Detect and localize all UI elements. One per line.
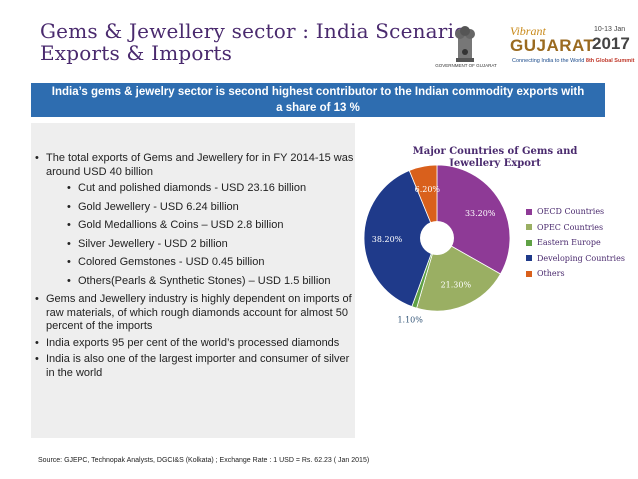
pie-data-label: 33.20% xyxy=(465,209,496,218)
vibrant-gujarat-logo: Vibrant GUJARAT 10-13 Jan 2017 Connectin… xyxy=(508,24,634,74)
legend-swatch xyxy=(526,224,532,231)
sub-bullet-item: Colored Gemstones - USD 0.45 billion xyxy=(34,256,354,270)
banner-text: India’s gems & jewelry sector is second … xyxy=(51,86,585,114)
pie-data-label: 6.20% xyxy=(415,185,441,194)
legend-item: Developing Countries xyxy=(526,251,625,267)
government-emblem-icon xyxy=(455,26,475,62)
vg-vibrant-text: Vibrant xyxy=(510,24,546,38)
sub-bullet-item: Cut and polished diamonds - USD 23.16 bi… xyxy=(34,182,354,196)
source-note: Source: GJEPC, Technopak Analysts, DGCI&… xyxy=(38,457,370,464)
bullet-item: India exports 95 per cent of the world’s… xyxy=(34,337,354,351)
pie-slice-eastern-europe xyxy=(411,237,438,309)
legend-swatch xyxy=(526,270,532,277)
bullet-list: The total exports of Gems and Jewellery … xyxy=(34,152,354,383)
legend-item: OECD Countries xyxy=(526,204,625,220)
legend-label: Others xyxy=(537,269,565,279)
legend-label: OECD Countries xyxy=(537,207,605,217)
legend-item: OPEC Countries xyxy=(526,220,625,236)
sub-bullet-item: Others(Pearls & Synthetic Stones) – USD … xyxy=(34,275,354,289)
highlight-banner: India’s gems & jewelry sector is second … xyxy=(31,83,605,117)
emblem-caption: GOVERNMENT OF GUJARAT xyxy=(435,63,497,68)
legend-item: Eastern Europe xyxy=(526,235,625,251)
chart-legend: OECD Countries OPEC Countries Eastern Euro… xyxy=(526,204,625,282)
bullet-item: Gems and Jewellery industry is highly de… xyxy=(34,293,354,334)
bullet-ul: The total exports of Gems and Jewellery … xyxy=(34,152,354,380)
vg-tagline-text: Connecting India to the World xyxy=(512,58,585,64)
legend-label: OPEC Countries xyxy=(537,222,604,232)
pie-center-hole xyxy=(420,221,454,255)
legend-item: Others xyxy=(526,266,625,282)
vg-tagline: Connecting India to the World 8th Global… xyxy=(512,58,634,64)
pie-data-label: 38.20% xyxy=(372,235,403,244)
vg-year: 2017 xyxy=(592,34,630,53)
legend-label: Eastern Europe xyxy=(537,238,601,248)
pie-slice-oecd-countries xyxy=(436,164,511,275)
bullet-item: The total exports of Gems and Jewellery … xyxy=(34,152,354,179)
vg-gujarat-text: GUJARAT xyxy=(510,36,595,55)
chart-title: Major Countries of Gems and Jewellery Ex… xyxy=(412,146,578,169)
legend-label: Developing Countries xyxy=(537,253,625,263)
sub-bullet-item: Gold Jewellery - USD 6.24 billion xyxy=(34,201,354,215)
sub-bullet-item: Gold Medallions & Coins – USD 2.8 billio… xyxy=(34,219,354,233)
legend-swatch xyxy=(526,239,532,246)
legend-swatch xyxy=(526,255,532,262)
legend-swatch xyxy=(526,208,532,215)
pie-slice-developing-countries xyxy=(363,169,438,308)
pie-data-label: 21.30% xyxy=(441,280,472,289)
sub-bullet-item: Silver Jewellery - USD 2 billion xyxy=(34,238,354,252)
pie-slice-others xyxy=(408,164,438,239)
pie-slice-opec-countries xyxy=(416,237,502,312)
pie-data-label: 1.10% xyxy=(397,316,423,325)
title-line-1: Gems & Jewellery sector : India Scenario xyxy=(40,19,467,43)
bullet-item: India is also one of the largest importe… xyxy=(34,353,354,380)
title-line-2: Exports & Imports xyxy=(40,41,233,65)
page-title: Gems & Jewellery sector : India Scenario… xyxy=(40,20,466,64)
vg-summit-text: 8th Global Summit xyxy=(585,58,635,64)
vg-dates: 10-13 Jan xyxy=(594,26,626,33)
